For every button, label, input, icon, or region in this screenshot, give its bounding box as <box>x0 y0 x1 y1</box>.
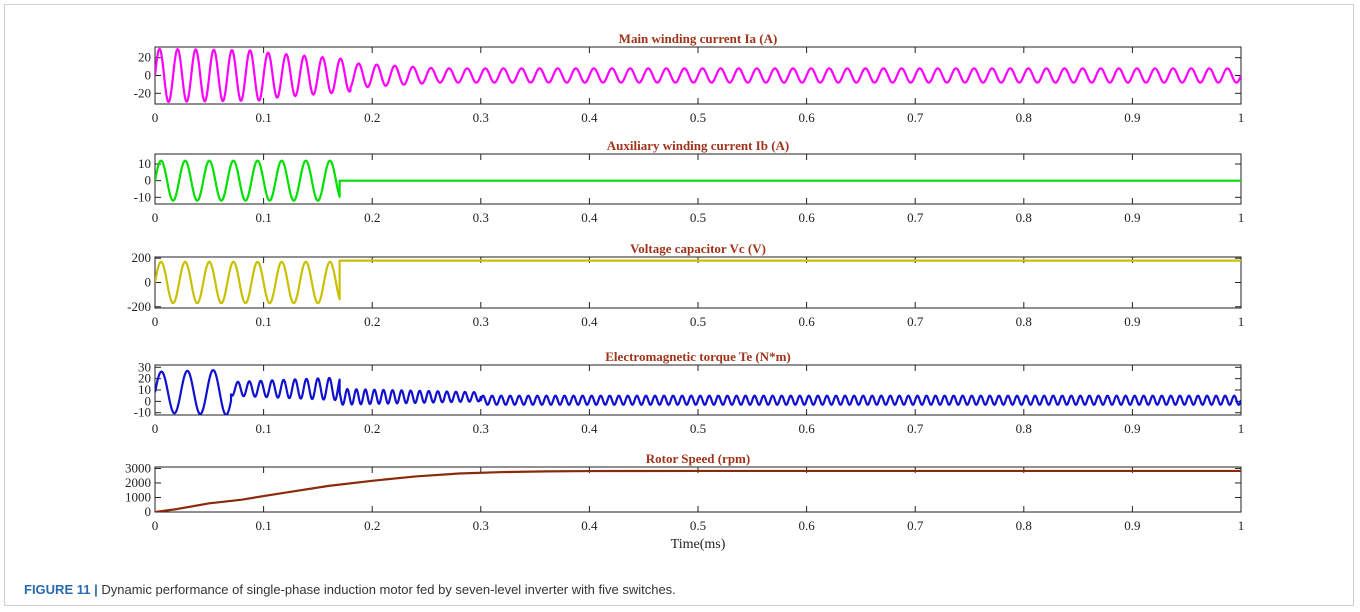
x-axis-label: Time(ms) <box>671 537 726 552</box>
x-tick-label: 0.1 <box>255 110 271 125</box>
chart-title: Rotor Speed (rpm) <box>646 451 750 466</box>
x-tick-label: 0.9 <box>1124 421 1140 436</box>
x-tick-label: 0.8 <box>1016 314 1032 329</box>
chart-panel-1: Main winding current Ia (A) 0 0.1 0.2 0.3 0.4… <box>134 31 1245 125</box>
chart-panel-2: Auxiliary winding current Ib (A) 0 0.1 0.2 0… <box>134 138 1245 225</box>
y-tick-label: 0 <box>145 504 152 519</box>
caption-text: Dynamic performance of single-phase indu… <box>101 582 676 597</box>
x-tick-label: 0.9 <box>1124 210 1140 225</box>
y-tick-label: 10 <box>138 156 151 171</box>
y-tick-label: -10 <box>134 189 151 204</box>
x-tick-label: 0.8 <box>1016 110 1032 125</box>
x-tick-label: 0.5 <box>690 110 706 125</box>
y-tick-label: -20 <box>134 85 151 100</box>
x-tick-label: 0.6 <box>798 421 815 436</box>
chart-panel-5: Rotor Speed (rpm) 0 0.1 0.2 0.3 0.4 0.5 0.6 0.7 0… <box>125 451 1244 552</box>
x-tick-label: 0.1 <box>255 421 271 436</box>
x-tick-label: 0.1 <box>255 210 271 225</box>
y-tick-label: 0 <box>145 68 152 83</box>
x-tick-label: 0.9 <box>1124 518 1140 533</box>
y-tick-label: 0 <box>145 173 152 188</box>
x-tick-label: 0.6 <box>798 314 815 329</box>
y-tick-label: 200 <box>132 250 152 265</box>
x-tick-label: 0.5 <box>690 518 706 533</box>
x-tick-label: 0.2 <box>364 314 380 329</box>
x-tick-label: 0.4 <box>581 210 598 225</box>
axes-box <box>154 466 1242 513</box>
x-tick-label: 0.1 <box>255 314 271 329</box>
x-tick-label: 0.4 <box>581 314 598 329</box>
x-tick-label: 0.4 <box>581 518 598 533</box>
x-tick-label: 1 <box>1238 110 1245 125</box>
axes-box <box>154 256 1242 309</box>
y-tick-label: 30 <box>138 359 151 374</box>
x-tick-label: 0.5 <box>690 421 706 436</box>
x-tick-label: 0.2 <box>364 421 380 436</box>
chart-title: Auxiliary winding current Ib (A) <box>607 138 790 153</box>
chart-title: Electromagnetic torque Te (N*m) <box>605 349 790 364</box>
x-tick-label: 0.7 <box>907 518 924 533</box>
x-tick-label: 0.8 <box>1016 421 1032 436</box>
x-tick-label: 0 <box>152 421 159 436</box>
y-tick-label: 1000 <box>125 489 151 504</box>
y-tick-label: 20 <box>138 50 151 65</box>
x-tick-label: 0.1 <box>255 518 271 533</box>
series-line <box>155 469 1241 512</box>
x-tick-label: 0.4 <box>581 421 598 436</box>
y-tick-label: 3000 <box>125 460 151 475</box>
x-tick-label: 1 <box>1238 421 1245 436</box>
series-line <box>155 159 1241 202</box>
figure-caption: FIGURE 11 | Dynamic performance of singl… <box>24 582 676 597</box>
x-tick-label: 0.5 <box>690 210 706 225</box>
x-tick-label: 0 <box>152 518 159 533</box>
x-tick-label: 0.7 <box>907 210 924 225</box>
x-tick-label: 0.8 <box>1016 210 1032 225</box>
x-tick-label: 1 <box>1238 210 1245 225</box>
y-tick-label: 2000 <box>125 475 151 490</box>
x-tick-label: 0.6 <box>798 518 815 533</box>
x-tick-label: 0.3 <box>473 314 489 329</box>
x-tick-label: 0.7 <box>907 421 924 436</box>
chart-title: Main winding current Ia (A) <box>619 31 778 46</box>
y-tick-label: 0 <box>145 275 152 290</box>
axes-box <box>154 153 1242 205</box>
x-tick-label: 1 <box>1238 518 1245 533</box>
series-line <box>155 47 1241 104</box>
x-tick-label: 0.2 <box>364 210 380 225</box>
x-tick-label: 0.3 <box>473 421 489 436</box>
x-tick-label: 0.5 <box>690 314 706 329</box>
caption-label: FIGURE 11 <box>24 582 91 597</box>
x-tick-label: 0.6 <box>798 210 815 225</box>
x-tick-label: 0.4 <box>581 110 598 125</box>
x-tick-label: 0.9 <box>1124 110 1140 125</box>
chart-panel-3: Voltage capacitor Vc (V) 0 0.1 0.2 0.3 0.4 0.5… <box>127 241 1244 329</box>
x-tick-label: 0.6 <box>798 110 815 125</box>
y-tick-label: 0 <box>145 393 152 408</box>
y-tick-label: -200 <box>127 299 151 314</box>
caption-separator: | <box>94 582 98 597</box>
y-tick-label: 20 <box>138 371 151 386</box>
x-tick-label: 0.3 <box>473 210 489 225</box>
x-tick-label: 0.3 <box>473 110 489 125</box>
x-tick-label: 0.7 <box>907 314 924 329</box>
x-tick-label: 0 <box>152 314 159 329</box>
y-tick-label: -10 <box>134 405 151 420</box>
x-tick-label: 0.2 <box>364 110 380 125</box>
figure-frame <box>4 4 1354 606</box>
axes-box <box>154 364 1242 416</box>
series-line <box>155 368 1241 415</box>
y-tick-label: 10 <box>138 382 151 397</box>
chart-title: Voltage capacitor Vc (V) <box>630 241 766 256</box>
series-line <box>155 259 1241 305</box>
x-tick-label: 0.3 <box>473 518 489 533</box>
x-tick-label: 0 <box>152 210 159 225</box>
chart-panel-4: Electromagnetic torque Te (N*m) 0 0.1 0.2 0.… <box>134 349 1245 436</box>
x-tick-label: 0.9 <box>1124 314 1140 329</box>
x-tick-label: 1 <box>1238 314 1245 329</box>
x-tick-label: 0.2 <box>364 518 380 533</box>
x-tick-label: 0.8 <box>1016 518 1032 533</box>
x-tick-label: 0 <box>152 110 159 125</box>
x-tick-label: 0.7 <box>907 110 924 125</box>
